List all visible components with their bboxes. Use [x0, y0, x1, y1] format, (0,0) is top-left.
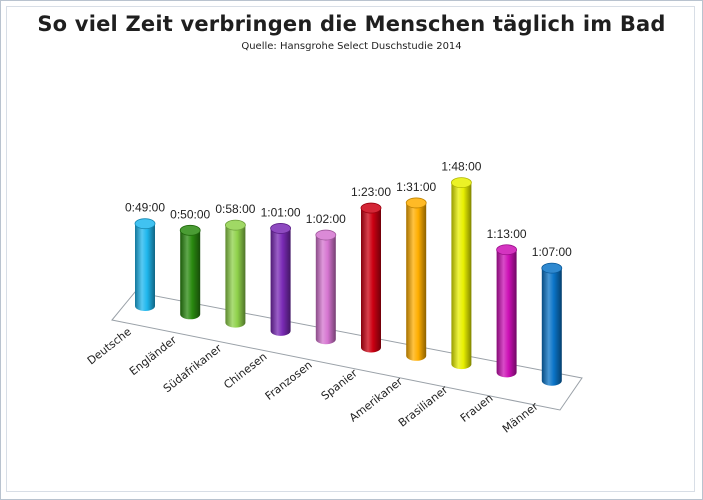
value-label: 1:02:00	[306, 212, 346, 226]
bar-body	[361, 208, 381, 353]
value-label: 1:01:00	[261, 205, 301, 219]
category-label: Amerikaner	[347, 375, 406, 425]
bar-top	[270, 223, 292, 234]
bar-body	[451, 182, 472, 370]
bar-engländer	[179, 224, 201, 320]
bar-top	[315, 229, 337, 241]
plot-border	[6, 6, 695, 492]
value-label: 1:23:00	[351, 185, 391, 199]
bar-top	[134, 218, 156, 230]
category-label: Deutsche	[85, 325, 134, 367]
value-label: 0:49:00	[125, 201, 165, 215]
value-label: 1:13:00	[487, 227, 527, 241]
bar-top	[179, 224, 201, 236]
bar-top	[224, 219, 246, 231]
bar-chinesen	[270, 223, 292, 336]
bar-body	[541, 268, 562, 386]
bar-body	[225, 225, 246, 328]
category-label: Brasilianer	[396, 383, 451, 430]
bar-body	[135, 223, 155, 311]
bar-body	[406, 202, 427, 361]
bar-brasilianer	[450, 177, 472, 370]
category-label: Männer	[500, 400, 541, 436]
category-label: Engländer	[127, 333, 179, 378]
value-label: 0:50:00	[170, 207, 210, 221]
chart-title: So viel Zeit verbringen die Menschen täg…	[37, 12, 666, 36]
bar-body	[180, 230, 201, 320]
bar-südafrikaner	[224, 219, 246, 328]
bar-franzosen	[315, 229, 337, 345]
category-label: Chinesen	[221, 350, 269, 392]
bar-top	[541, 262, 563, 274]
value-label: 0:58:00	[215, 202, 255, 216]
bar-amerikaner	[405, 197, 427, 361]
category-label: Frauen	[458, 392, 496, 425]
bar-spanier	[360, 202, 382, 353]
bar-top	[360, 202, 382, 214]
bar-top	[496, 244, 518, 256]
value-label: 1:07:00	[532, 245, 572, 259]
bar-body	[270, 228, 291, 336]
chart-subtitle: Quelle: Hansgrohe Select Duschstudie 201…	[241, 41, 462, 52]
bar-frauen	[496, 244, 518, 378]
bar-deutsche	[134, 218, 156, 311]
value-label: 1:31:00	[396, 180, 436, 194]
bar-body	[496, 249, 517, 378]
bar-top	[450, 177, 472, 189]
category-label: Spanier	[319, 366, 360, 402]
value-label: 1:48:00	[441, 160, 481, 174]
category-label: Franzosen	[263, 358, 315, 403]
bar-männer	[541, 262, 563, 386]
bar-body	[315, 235, 336, 345]
bar-top	[405, 197, 427, 209]
